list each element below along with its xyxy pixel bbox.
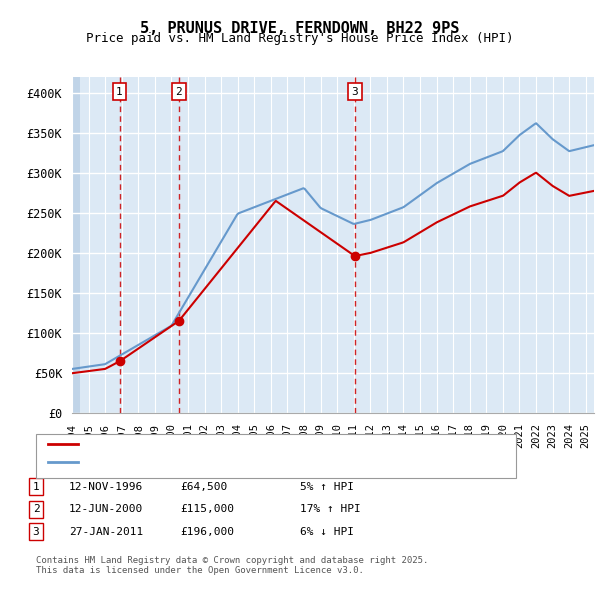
Text: Contains HM Land Registry data © Crown copyright and database right 2025.
This d: Contains HM Land Registry data © Crown c… <box>36 556 428 575</box>
Text: £64,500: £64,500 <box>180 482 227 491</box>
Text: 3: 3 <box>352 87 358 97</box>
Text: Price paid vs. HM Land Registry's House Price Index (HPI): Price paid vs. HM Land Registry's House … <box>86 32 514 45</box>
Text: 2: 2 <box>32 504 40 514</box>
Text: 3: 3 <box>32 527 40 536</box>
Text: 17% ↑ HPI: 17% ↑ HPI <box>300 504 361 514</box>
Text: HPI: Average price, semi-detached house, Dorset: HPI: Average price, semi-detached house,… <box>84 457 378 467</box>
Text: £196,000: £196,000 <box>180 527 234 536</box>
Text: 27-JAN-2011: 27-JAN-2011 <box>69 527 143 536</box>
Text: 5, PRUNUS DRIVE, FERNDOWN, BH22 9PS (semi-detached house): 5, PRUNUS DRIVE, FERNDOWN, BH22 9PS (sem… <box>84 440 440 449</box>
Text: 5% ↑ HPI: 5% ↑ HPI <box>300 482 354 491</box>
Bar <box>72 77 80 413</box>
Text: 12-JUN-2000: 12-JUN-2000 <box>69 504 143 514</box>
Text: 5, PRUNUS DRIVE, FERNDOWN, BH22 9PS: 5, PRUNUS DRIVE, FERNDOWN, BH22 9PS <box>140 21 460 35</box>
Text: 1: 1 <box>32 482 40 491</box>
Text: 12-NOV-1996: 12-NOV-1996 <box>69 482 143 491</box>
Text: 1: 1 <box>116 87 123 97</box>
Text: 6% ↓ HPI: 6% ↓ HPI <box>300 527 354 536</box>
Text: £115,000: £115,000 <box>180 504 234 514</box>
Text: 2: 2 <box>176 87 182 97</box>
